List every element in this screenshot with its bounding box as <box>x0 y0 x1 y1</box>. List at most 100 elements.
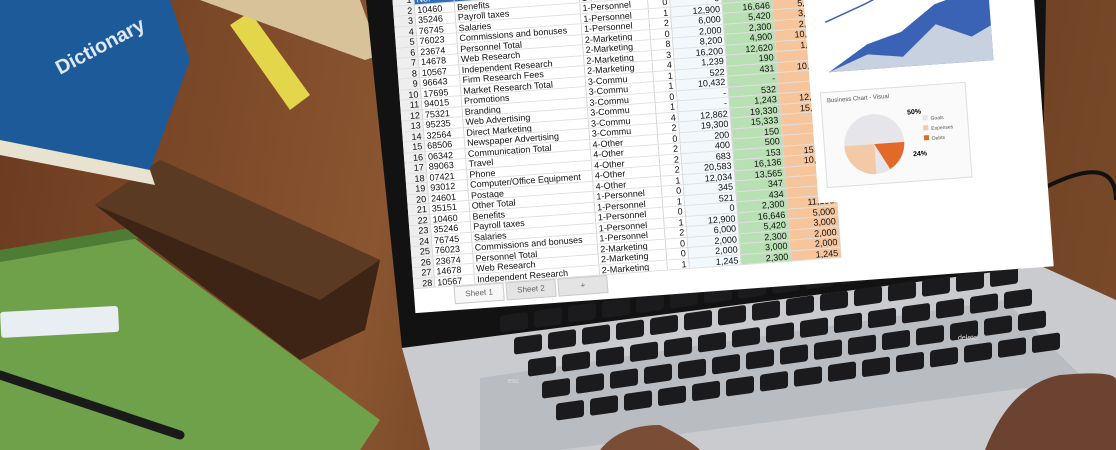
key <box>1004 288 1032 309</box>
key <box>636 292 664 314</box>
hand-left <box>600 425 700 450</box>
legend-swatch <box>923 135 930 141</box>
key <box>698 332 726 353</box>
key <box>664 336 692 358</box>
key <box>576 373 604 394</box>
sheet-row: 7 14678 Web Research 2-Marketing 8 8,200 4,900… <box>396 27 826 70</box>
key <box>630 341 658 362</box>
key <box>616 319 644 340</box>
legend-label: Goals <box>930 115 944 122</box>
key <box>998 337 1026 358</box>
key <box>712 354 740 375</box>
cell: 1,245 <box>790 247 842 262</box>
key <box>562 351 590 372</box>
key <box>956 271 984 292</box>
sheet-row: 27 14678 Web Research 2-Marketing 0 2,000 3,00… <box>412 236 841 279</box>
key <box>644 363 672 384</box>
key <box>984 315 1012 336</box>
legend-swatch <box>922 115 928 121</box>
sheet-row: 14 32564 Direct Marketing 3-Commu 4 12,862 19,… <box>402 100 831 143</box>
key-label: delete <box>958 335 977 342</box>
key-label: esc <box>508 378 519 385</box>
sheet-tab: Sheet 1 <box>453 282 505 305</box>
key <box>500 312 528 333</box>
sheet-row: 10 17695 Market Research Total 3-Commu 1 522 4… <box>399 58 828 101</box>
key <box>786 295 814 316</box>
sheet-tab: + <box>557 274 609 297</box>
cell: 2,300 <box>741 250 792 266</box>
line-series <box>824 0 987 24</box>
area-chart-back <box>828 24 994 73</box>
legend-label: Expenses <box>931 124 954 132</box>
dictionary <box>0 0 190 170</box>
key <box>718 305 746 326</box>
key <box>534 307 562 328</box>
key <box>854 285 882 307</box>
key <box>596 346 624 367</box>
sheet-row: 26 23674 Personnel Total 2-Marketing 0 2,000 2… <box>411 226 840 269</box>
legend-label: Debts <box>932 135 946 142</box>
key <box>624 390 652 411</box>
key <box>800 317 828 338</box>
sheet-row: 28 10567 Independent Research 2-Marketing 1 1… <box>412 247 842 290</box>
key <box>528 356 556 377</box>
key <box>684 310 712 331</box>
sheet-tab: Sheet 2 <box>505 278 557 301</box>
key <box>888 281 916 302</box>
sheet-row: 6 23674 Personnel Total 2-Marketing 0 2,000 2,… <box>395 16 825 59</box>
key <box>548 329 576 350</box>
key <box>916 325 944 346</box>
pen <box>0 370 185 440</box>
key <box>862 356 890 377</box>
key <box>746 349 774 370</box>
sheet-row: 9 96643 Firm Research Fees 2-Marketing 4 1,23… <box>398 48 827 91</box>
key <box>834 312 862 333</box>
pie-title: Business Chart - Visual <box>827 94 890 105</box>
key <box>514 334 542 355</box>
key <box>610 368 638 389</box>
key <box>1018 310 1046 331</box>
key <box>732 327 760 348</box>
key <box>766 322 794 343</box>
key <box>828 361 856 382</box>
hand-right <box>985 373 1116 450</box>
key <box>868 307 896 329</box>
key <box>896 351 924 373</box>
legend: Goals Expenses Debts <box>922 115 954 142</box>
key <box>990 266 1018 287</box>
key <box>820 290 848 311</box>
sheet-row: 5 76023 Commissions and bonuses 1-Personnel… <box>395 6 824 49</box>
key <box>902 303 930 324</box>
key <box>658 385 686 406</box>
key <box>882 329 910 351</box>
key <box>602 297 630 318</box>
key <box>760 371 788 392</box>
cell: 28 <box>412 277 436 290</box>
dictionary-pages <box>0 140 155 185</box>
key <box>692 380 720 402</box>
key <box>542 378 570 399</box>
key <box>970 293 998 314</box>
pie-label: 24% <box>913 150 928 158</box>
legend-swatch <box>923 125 929 131</box>
sheet-row: 15 68506 Newspaper Advertising 3-Commu 2 19,3… <box>402 111 832 154</box>
notebook-edge <box>0 228 140 262</box>
sheet-row: 476745Salaries1-Personnel112,90016,6465,… <box>394 0 824 38</box>
sheet-row: 24 76745 Salaries 1-Personnel 1 12,900 16,646 5… <box>409 205 839 248</box>
pie-label: 50% <box>907 109 922 117</box>
cable <box>1039 170 1116 201</box>
small-ruler <box>0 305 120 338</box>
key <box>650 314 678 336</box>
key <box>794 366 822 387</box>
wood-block-top <box>95 160 380 300</box>
key <box>726 376 754 397</box>
sheet-row: 19 93012 Computer/Office Equipment 4-Other 2… <box>405 153 835 195</box>
